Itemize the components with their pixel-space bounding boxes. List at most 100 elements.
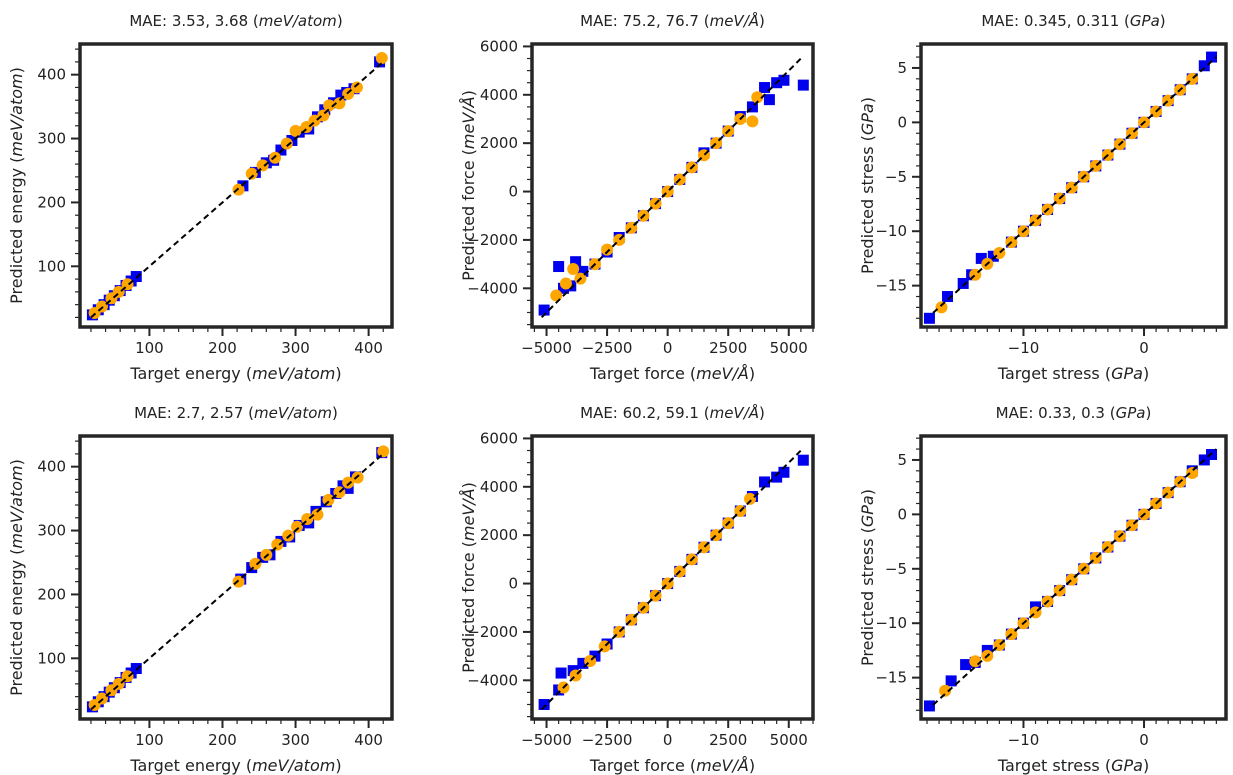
subplot-title: MAE: 3.53, 3.68 (meV/atom)	[129, 12, 342, 30]
data-point	[778, 466, 790, 478]
x-tick-label: 5000	[770, 339, 808, 357]
y-label-close: )	[858, 489, 877, 495]
data-point	[759, 82, 771, 94]
x-tick-label: 0	[663, 731, 673, 749]
y-tick-label: −2000	[467, 231, 518, 249]
y-tick-label: 2000	[480, 134, 518, 152]
data-point	[797, 454, 809, 466]
data-point	[323, 99, 336, 112]
y-label-close: )	[459, 90, 478, 96]
x-tick-label: 200	[208, 339, 237, 357]
y-tick-label: 5	[897, 451, 907, 469]
y-tick-label: −15	[875, 669, 907, 687]
data-point	[763, 94, 775, 106]
x-tick-label: 300	[281, 731, 310, 749]
axes-frame	[919, 42, 1228, 329]
data-point	[350, 81, 363, 94]
data-point	[957, 277, 969, 289]
data-point	[923, 312, 935, 324]
y-label-text: Predicted energy (	[7, 157, 26, 304]
subplot-title: MAE: 0.345, 0.311 (GPa)	[981, 12, 1165, 30]
subplot-5: −5000 −2500 0 2500 5000 −4000 −2000 0 2000 4000 60…	[459, 403, 815, 775]
x-label-unit: meV/atom	[252, 364, 335, 383]
title-text: MAE: 0.33, 0.3 (	[996, 404, 1116, 422]
x-tick-label: 300	[281, 339, 310, 357]
data-point	[577, 265, 589, 277]
y-label-unit: meV/atom	[7, 465, 26, 548]
y-label-text: Predicted force (	[459, 541, 478, 673]
y-tick-label: −5	[885, 168, 907, 186]
y-label-text: Predicted stress (	[858, 527, 877, 666]
data-point	[322, 493, 335, 506]
data-point	[333, 97, 346, 110]
data-point	[256, 159, 269, 172]
data-point	[570, 256, 582, 268]
y-axis-label: Predicted energy (meV/atom)	[7, 459, 26, 696]
y-label-unit: meV/Å	[459, 488, 478, 541]
y-tick-label: 0	[508, 183, 518, 201]
data-point	[553, 261, 565, 273]
y-tick-label: −10	[875, 614, 907, 632]
data-point	[286, 134, 298, 146]
y-axis-label: Predicted stress (GPa)	[858, 97, 877, 274]
data-point	[746, 101, 758, 113]
x-label-unit: GPa	[1111, 756, 1143, 775]
data-point	[1198, 60, 1210, 72]
x-axis-label: Target stress (GPa)	[997, 756, 1149, 775]
subplot-1: 100 200 300 400 100 200 300 400 MAE: 3.53, 3.68 …	[7, 12, 394, 383]
data-point	[1186, 467, 1199, 480]
data-point	[935, 301, 948, 314]
data-point	[291, 520, 304, 533]
y-tick-label: 300	[37, 130, 66, 148]
x-label-text: Target force (	[589, 756, 696, 775]
y-tick-label: −2000	[467, 623, 518, 641]
data-point	[759, 476, 771, 488]
data-point	[289, 124, 302, 137]
axes-frame	[78, 42, 394, 329]
data-point	[538, 304, 550, 316]
x-label-close: )	[749, 756, 755, 775]
parity-line	[90, 61, 384, 319]
data-point	[271, 538, 284, 551]
x-tick-label: 0	[663, 339, 673, 357]
data-point	[377, 445, 390, 458]
x-label-text: Target energy (	[129, 756, 252, 775]
x-label-close: )	[749, 364, 755, 383]
title-close: )	[1160, 12, 1166, 30]
data-point	[342, 476, 355, 489]
x-tick-label: 400	[354, 731, 383, 749]
title-unit: GPa	[1130, 12, 1160, 30]
title-unit: meV/atom	[259, 12, 337, 30]
title-close: )	[337, 12, 343, 30]
data-point	[923, 700, 935, 712]
data-point	[555, 667, 567, 679]
y-label-unit: GPa	[858, 495, 877, 527]
x-tick-label: 100	[135, 731, 164, 749]
x-label-text: Target stress (	[997, 364, 1111, 383]
x-label-close: )	[335, 756, 341, 775]
y-axis-label: Predicted force (meV/Å)	[459, 482, 478, 673]
title-text: MAE: 2.7, 2.57 (	[134, 404, 254, 422]
data-point	[975, 252, 987, 264]
y-label-close: )	[7, 459, 26, 465]
x-tick-label: 100	[135, 339, 164, 357]
parity-line	[932, 448, 1218, 706]
y-label-unit: meV/Å	[459, 96, 478, 149]
y-label-close: )	[459, 482, 478, 488]
x-label-unit: meV/Å	[696, 364, 749, 383]
data-point	[601, 243, 614, 256]
y-label-text: Predicted energy (	[7, 549, 26, 696]
x-axis-label: Target force (meV/Å)	[589, 756, 755, 775]
subplot-title: MAE: 60.2, 59.1 (meV/Å)	[580, 403, 765, 422]
title-text: MAE: 3.53, 3.68 (	[129, 12, 258, 30]
subplot-title: MAE: 2.7, 2.57 (meV/atom)	[134, 404, 338, 422]
y-tick-label: −10	[875, 222, 907, 240]
y-tick-label: 400	[37, 458, 66, 476]
y-label-unit: meV/atom	[7, 73, 26, 156]
y-label-text: Predicted force (	[459, 149, 478, 281]
y-tick-label: −4000	[467, 671, 518, 689]
x-axis-label: Target stress (GPa)	[997, 364, 1149, 383]
axes-frame	[530, 42, 815, 329]
y-tick-label: 4000	[480, 478, 518, 496]
